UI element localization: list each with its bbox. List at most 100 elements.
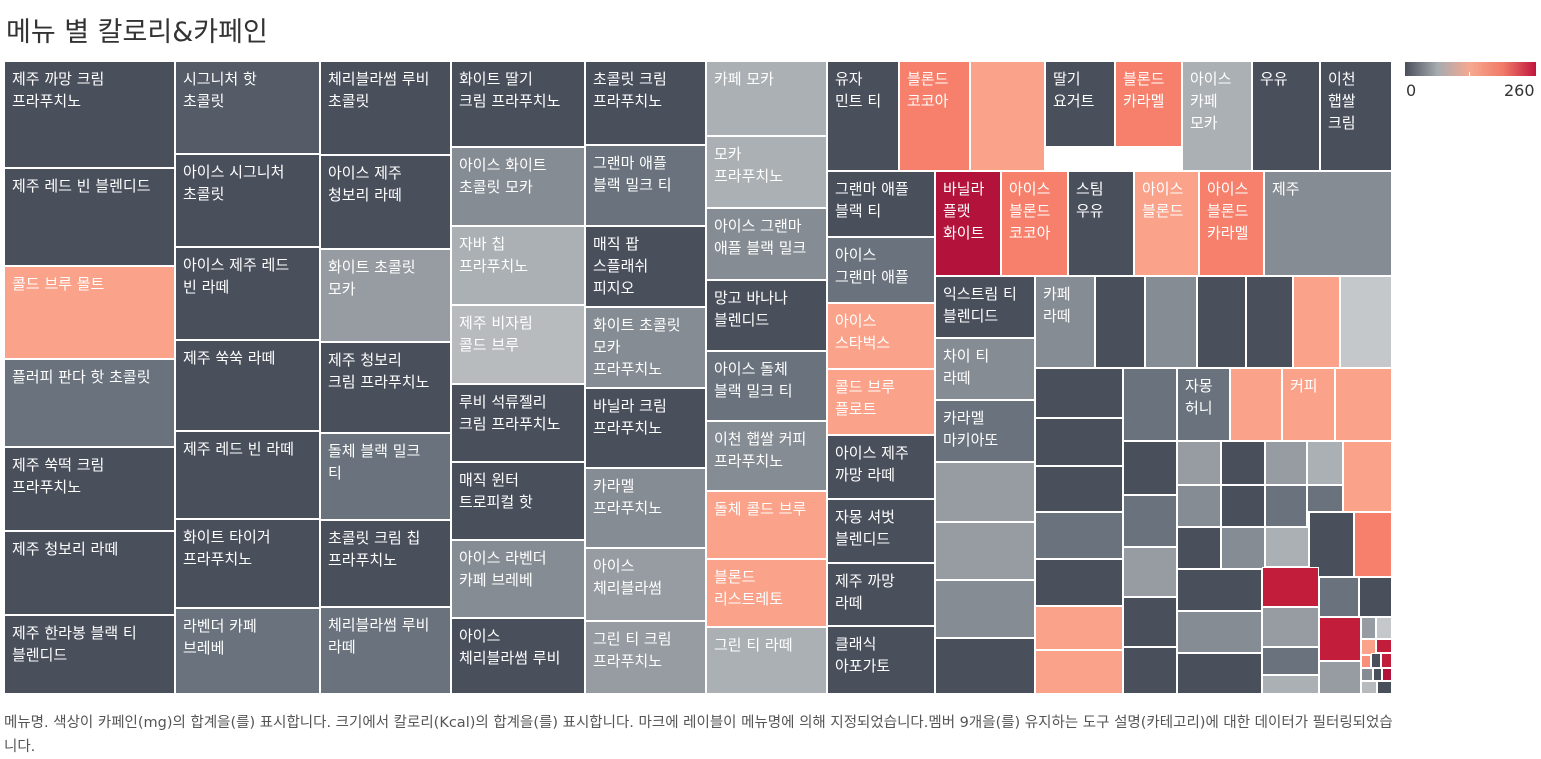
treemap-cell[interactable] <box>1307 485 1343 512</box>
treemap-cell[interactable] <box>1376 617 1392 639</box>
treemap-cell[interactable]: 콜드 브루 플로트 <box>827 369 935 435</box>
treemap-cell[interactable] <box>970 61 1045 171</box>
treemap-cell[interactable] <box>1309 512 1354 577</box>
treemap-cell[interactable]: 체리블라썸 루비 라떼 <box>320 607 451 694</box>
treemap-cell[interactable]: 아이스 블론드 카라멜 <box>1199 171 1264 276</box>
treemap-cell[interactable] <box>1035 466 1123 512</box>
treemap-cell[interactable] <box>1177 485 1221 527</box>
treemap-cell[interactable]: 시그니처 핫 초콜릿 <box>175 61 320 154</box>
treemap-cell[interactable] <box>1361 617 1376 639</box>
treemap-cell[interactable]: 아이스 라벤더 카페 브레베 <box>451 540 585 618</box>
treemap-cell[interactable] <box>1381 653 1392 668</box>
treemap-cell[interactable]: 제주 청보리 크림 프라푸치노 <box>320 342 451 433</box>
treemap-cell[interactable]: 아이스 시그니처 초콜릿 <box>175 154 320 247</box>
treemap-cell[interactable] <box>1123 368 1177 441</box>
treemap-cell[interactable] <box>1035 418 1123 466</box>
treemap-cell[interactable]: 바닐라 크림 프라푸치노 <box>585 388 706 468</box>
treemap-cell[interactable] <box>1265 441 1307 485</box>
treemap-cell[interactable]: 초콜릿 크림 프라푸치노 <box>585 61 706 145</box>
treemap-cell[interactable]: 루비 석류젤리 크림 프라푸치노 <box>451 384 585 462</box>
treemap-cell[interactable] <box>1123 647 1177 694</box>
treemap-cell[interactable] <box>1371 653 1381 668</box>
treemap-cell[interactable]: 화이트 딸기 크림 프라푸치노 <box>451 61 585 147</box>
treemap-cell[interactable]: 그랜마 애플 블랙 밀크 티 <box>585 145 706 226</box>
treemap-cell[interactable]: 플러피 판다 핫 초콜릿 <box>4 359 175 447</box>
treemap-cell[interactable] <box>1221 527 1265 569</box>
treemap-cell[interactable] <box>1376 639 1392 653</box>
treemap-cell[interactable]: 콜드 브루 몰트 <box>4 266 175 359</box>
treemap-cell[interactable] <box>1177 653 1262 694</box>
treemap-cell[interactable]: 제주 쑥떡 크림 프라푸치노 <box>4 447 175 531</box>
treemap-cell[interactable]: 딸기 요거트 <box>1045 61 1115 147</box>
treemap-cell[interactable]: 아이스 체리블라썸 루비 <box>451 618 585 694</box>
treemap-cell[interactable] <box>1307 441 1343 485</box>
treemap-cell[interactable]: 익스트림 티 블렌디드 <box>935 276 1035 338</box>
treemap-cell[interactable]: 아이스 블론드 코코아 <box>1001 171 1068 276</box>
treemap-cell[interactable] <box>1377 681 1392 694</box>
treemap-cell[interactable]: 매직 윈터 트로피컬 핫 <box>451 462 585 540</box>
treemap-cell[interactable] <box>1035 368 1123 418</box>
treemap-cell[interactable] <box>1035 559 1123 606</box>
treemap-cell[interactable] <box>1177 611 1262 653</box>
treemap-cell[interactable]: 이천 햅쌀 크림 <box>1320 61 1392 171</box>
treemap-cell[interactable]: 아이스 제주 까망 라떼 <box>827 435 935 499</box>
treemap-cell[interactable]: 제주 레드 빈 라떼 <box>175 431 320 519</box>
treemap-cell[interactable] <box>935 462 1035 522</box>
treemap-cell[interactable]: 블론드 리스트레토 <box>706 559 827 627</box>
treemap-cell[interactable]: 라벤더 카페 브레베 <box>175 608 320 694</box>
treemap-cell[interactable] <box>1221 485 1265 527</box>
treemap-cell[interactable]: 유자 민트 티 <box>827 61 899 171</box>
treemap-cell[interactable] <box>1246 276 1293 368</box>
treemap-cell[interactable]: 제주 비자림 콜드 브루 <box>451 305 585 384</box>
treemap-cell[interactable]: 아이스 화이트 초콜릿 모카 <box>451 147 585 226</box>
treemap-cell[interactable] <box>1095 276 1145 368</box>
treemap-cell[interactable] <box>935 522 1035 580</box>
treemap-cell[interactable]: 돌체 블랙 밀크 티 <box>320 433 451 520</box>
treemap-cell[interactable]: 체리블라썸 루비 초콜릿 <box>320 61 451 155</box>
treemap-cell[interactable] <box>1035 606 1123 650</box>
treemap-cell[interactable]: 아이스 그랜마 애플 블랙 밀크 <box>706 208 827 280</box>
treemap-cell[interactable] <box>1230 368 1282 441</box>
treemap-cell[interactable] <box>935 580 1035 638</box>
treemap-cell[interactable]: 카페 모카 <box>706 61 827 136</box>
treemap-cell[interactable] <box>1373 668 1382 681</box>
treemap-cell[interactable]: 제주 까망 라떼 <box>827 563 935 626</box>
treemap-cell[interactable]: 그린 티 라떼 <box>706 627 827 694</box>
treemap-cell[interactable]: 커피 <box>1282 368 1335 441</box>
treemap-cell[interactable]: 블론드 카라멜 <box>1115 61 1182 147</box>
treemap-cell[interactable] <box>1265 485 1307 527</box>
treemap-cell[interactable] <box>1262 567 1319 607</box>
treemap-cell[interactable]: 모카 프라푸치노 <box>706 136 827 208</box>
treemap-cell[interactable]: 스팀 우유 <box>1068 171 1134 276</box>
treemap-cell[interactable]: 제주 레드 빈 블렌디드 <box>4 168 175 266</box>
treemap-cell[interactable] <box>1262 647 1319 675</box>
treemap-cell[interactable]: 망고 바나나 블렌디드 <box>706 280 827 351</box>
treemap-cell[interactable]: 아이스 체리블라썸 <box>585 548 706 621</box>
treemap-cell[interactable]: 카라멜 마키아또 <box>935 400 1035 462</box>
treemap-cell[interactable]: 아이스 블론드 <box>1134 171 1199 276</box>
treemap-cell[interactable]: 돌체 콜드 브루 <box>706 491 827 559</box>
treemap-cell[interactable]: 아이스 카페 모카 <box>1182 61 1252 171</box>
treemap-cell[interactable]: 아이스 제주 청보리 라떼 <box>320 155 451 249</box>
treemap-cell[interactable] <box>1265 527 1309 567</box>
treemap-cell[interactable]: 화이트 초콜릿 모카 <box>320 249 451 342</box>
treemap-cell[interactable] <box>1177 441 1221 485</box>
treemap-cell[interactable] <box>1035 512 1123 559</box>
treemap-cell[interactable]: 그린 티 크림 프라푸치노 <box>585 621 706 694</box>
treemap-cell[interactable]: 제주 한라봉 블랙 티 블렌디드 <box>4 615 175 694</box>
treemap-cell[interactable] <box>1293 276 1340 368</box>
treemap-cell[interactable]: 아이스 제주 레드 빈 라떼 <box>175 247 320 340</box>
treemap-cell[interactable]: 카페 라떼 <box>1035 276 1095 368</box>
treemap-cell[interactable]: 제주 쑥쑥 라떼 <box>175 340 320 431</box>
treemap-cell[interactable] <box>1177 569 1262 611</box>
treemap-cell[interactable]: 바닐라 플랫 화이트 <box>935 171 1001 276</box>
treemap-cell[interactable] <box>1354 512 1392 577</box>
treemap-cell[interactable] <box>1335 368 1392 441</box>
treemap-cell[interactable]: 블론드 코코아 <box>899 61 970 171</box>
treemap-cell[interactable]: 차이 티 라떼 <box>935 338 1035 400</box>
treemap-cell[interactable] <box>1262 607 1319 647</box>
treemap-cell[interactable] <box>1145 276 1197 368</box>
treemap-cell[interactable]: 아이스 그랜마 애플 <box>827 237 935 303</box>
treemap-cell[interactable] <box>1221 441 1265 485</box>
treemap-cell[interactable] <box>1123 495 1177 547</box>
